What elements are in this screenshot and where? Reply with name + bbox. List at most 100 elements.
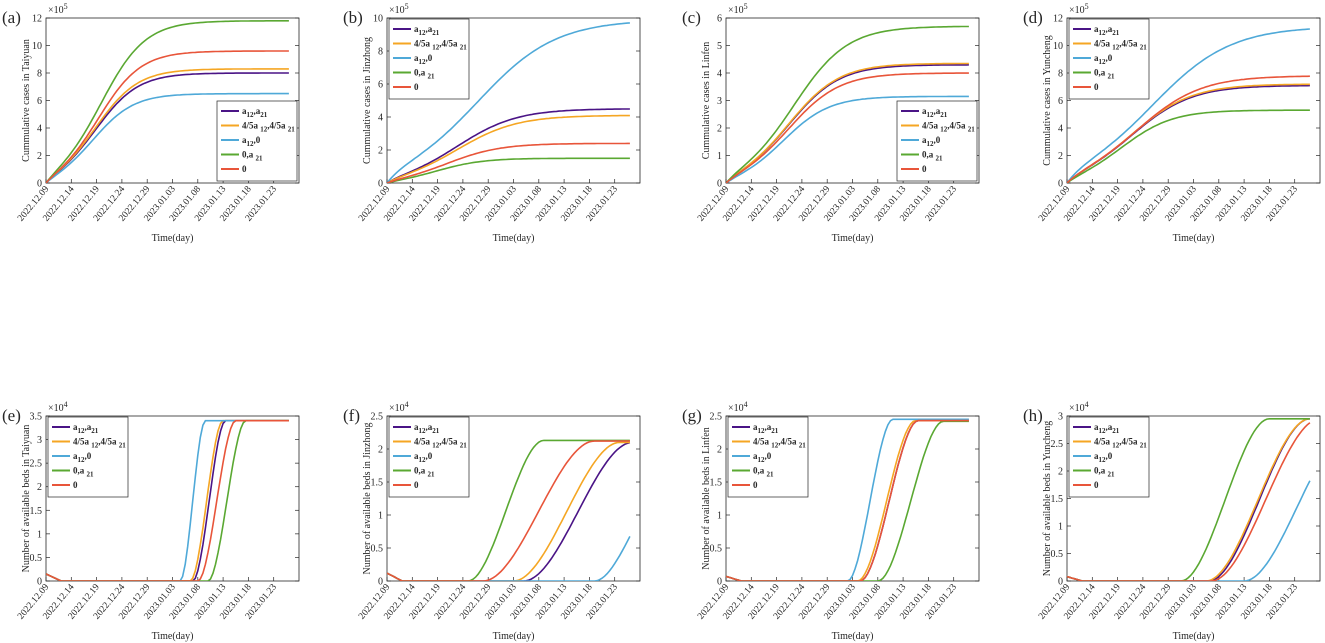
legend-label: 0,a 21	[414, 466, 435, 479]
series-0-a21	[1067, 417, 1310, 581]
x-axis-label: Time(day)	[493, 233, 535, 244]
y-tick-label: 0	[37, 577, 42, 588]
panel-label: (c)	[682, 8, 701, 27]
chart-panel-b: (b) ×10502468102022.12.092022.12.142022.1…	[343, 2, 641, 244]
axis-multiplier: ×104	[389, 400, 409, 414]
legend-label: 4/5a 12,4/5a 21	[414, 39, 467, 52]
legend-label: 0	[414, 480, 419, 490]
legend-label: a12,a21	[753, 422, 779, 435]
chart-panel-c: (c) ×10501234562022.12.092022.12.142022.1…	[682, 2, 980, 244]
panel-label: (f)	[343, 406, 360, 425]
y-tick-label: 2	[717, 124, 722, 135]
x-axis-label: Time(day)	[152, 631, 194, 642]
axis-multiplier: ×105	[48, 2, 68, 16]
series-0	[1067, 422, 1311, 581]
axis-multiplier: ×104	[1069, 400, 1089, 414]
series-0	[387, 440, 630, 581]
x-axis-label: Time(day)	[832, 631, 874, 642]
series-0	[726, 72, 969, 183]
series-0	[1067, 75, 1310, 183]
y-tick-label: 2	[717, 445, 722, 456]
legend-label: 0,a 21	[73, 466, 94, 479]
legend-label: 4/5a 12,4/5a 21	[753, 437, 806, 450]
y-tick-label: 2	[1058, 151, 1063, 162]
legend-label: 0	[414, 82, 419, 92]
legend-label: a12,a21	[414, 24, 440, 37]
series-a12-0	[726, 95, 969, 183]
series-0-a21	[1067, 109, 1310, 183]
series-4-5a12-4-5a21	[1067, 418, 1310, 581]
series-a12-a21	[387, 441, 631, 581]
series-a12-0	[1067, 28, 1310, 183]
y-tick-label: 4	[37, 124, 42, 135]
y-tick-label: 4	[378, 113, 383, 124]
y-tick-label: 0	[37, 179, 42, 190]
legend-label: a12,a21	[1094, 24, 1120, 37]
legend-label: 4/5a 12,4/5a 21	[1094, 39, 1147, 52]
legend-label: a12,a21	[1094, 422, 1120, 435]
y-tick-label: 0.5	[30, 553, 43, 564]
series-4-5a12-4-5a21	[387, 114, 630, 183]
y-tick-label: 3	[717, 96, 722, 107]
series-a12-a21	[1067, 418, 1310, 581]
legend-label: 4/5a 12,4/5a 21	[922, 121, 975, 134]
legend-label: 0	[1094, 82, 1099, 92]
legend-label: 0	[242, 164, 247, 174]
y-tick-label: 4	[1058, 124, 1063, 135]
legend-label: 4/5a 12,4/5a 21	[1094, 437, 1147, 450]
legend-label: 0,a 21	[922, 150, 943, 163]
y-tick-label: 2.5	[1051, 439, 1064, 450]
series-a12-0	[1067, 480, 1311, 581]
y-tick-label: 0	[1058, 577, 1063, 588]
series-a12-a21	[46, 72, 289, 183]
y-axis-label: Number of available beds in Taiyuan	[21, 425, 32, 573]
legend-label: 0	[1094, 480, 1099, 490]
y-tick-label: 2	[378, 146, 383, 157]
y-tick-label: 2.5	[30, 459, 43, 470]
y-tick-label: 2	[37, 482, 42, 493]
y-axis-label: Cummulative cases in Yuncheng	[1042, 35, 1053, 165]
x-axis-label: Time(day)	[1173, 631, 1215, 642]
axis-multiplier: ×105	[389, 2, 409, 16]
chart-panel-e: (e) ×10400.511.522.533.52022.12.092022.12…	[2, 400, 300, 642]
y-axis-label: Cummulative cases in Taiyuan	[21, 39, 32, 162]
series-a12-0	[387, 536, 631, 581]
legend-label: 0,a 21	[1094, 68, 1115, 81]
y-tick-label: 0	[717, 179, 722, 190]
y-tick-label: 1	[1058, 522, 1063, 533]
series-a12-a21	[387, 108, 630, 183]
y-tick-label: 1.5	[710, 478, 723, 489]
y-tick-label: 0	[378, 179, 383, 190]
y-tick-label: 2.5	[371, 412, 384, 423]
y-tick-label: 1.5	[30, 506, 43, 517]
y-tick-label: 12	[1053, 14, 1063, 25]
y-tick-label: 10	[32, 41, 42, 52]
legend-label: 0	[922, 164, 927, 174]
y-tick-label: 0.5	[371, 544, 384, 555]
legend-label: a12,a21	[73, 422, 99, 435]
y-tick-label: 6	[717, 14, 722, 25]
y-tick-label: 1	[378, 511, 383, 522]
y-tick-label: 10	[1053, 41, 1063, 52]
series-4-5a12-4-5a21	[46, 68, 289, 183]
legend-label: 4/5a 12,4/5a 21	[242, 121, 295, 134]
chart-panel-f: (f) ×10400.511.522.52022.12.092022.12.142…	[343, 400, 641, 642]
legend-label: 0,a 21	[1094, 466, 1115, 479]
series-0	[46, 419, 289, 581]
axis-multiplier: ×104	[48, 400, 68, 414]
panel-label: (b)	[343, 8, 363, 27]
y-tick-label: 5	[717, 41, 722, 52]
y-tick-label: 1	[717, 151, 722, 162]
panel-label: (d)	[1023, 8, 1043, 27]
series-a12-a21	[1067, 84, 1310, 183]
series-0	[387, 142, 630, 183]
legend-label: 0,a 21	[753, 466, 774, 479]
x-axis-label: Time(day)	[152, 233, 194, 244]
legend-label: a12,0	[414, 53, 433, 66]
legend-label: a12,0	[414, 451, 433, 464]
axis-multiplier: ×105	[1069, 2, 1089, 16]
